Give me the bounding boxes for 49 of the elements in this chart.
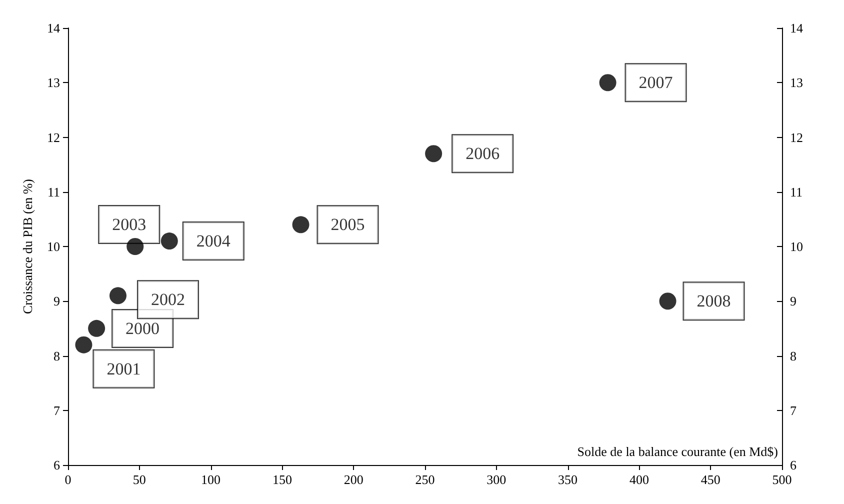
x-tick-label: 150 bbox=[272, 472, 292, 487]
y2-tick-label: 6 bbox=[790, 458, 797, 472]
point bbox=[599, 74, 616, 92]
x-axis-title: Solde de la balance courante (en Md$) bbox=[577, 444, 778, 459]
y2-tick-label: 10 bbox=[790, 239, 803, 254]
y-tick-label: 13 bbox=[47, 75, 60, 90]
y-tick-label: 6 bbox=[54, 458, 60, 472]
y-tick-label: 9 bbox=[54, 294, 60, 309]
x-tick-label: 50 bbox=[132, 472, 146, 487]
x-tick-label: 100 bbox=[201, 472, 221, 487]
annotation: 2002 bbox=[150, 290, 185, 310]
y-tick-label: 11 bbox=[47, 184, 60, 200]
y2-tick-label: 12 bbox=[790, 130, 803, 145]
y2-tick-label: 8 bbox=[790, 348, 796, 364]
annotation: 2007 bbox=[638, 73, 674, 92]
y2-tick-label: 13 bbox=[790, 75, 803, 90]
annotation: 2008 bbox=[696, 292, 731, 311]
point bbox=[109, 287, 126, 304]
annotation: 2001 bbox=[106, 359, 141, 378]
y2-tick-label: 9 bbox=[790, 294, 796, 309]
x-tick-label: 250 bbox=[415, 472, 435, 487]
y-tick-label: 8 bbox=[54, 348, 60, 364]
x-tick-label: 300 bbox=[486, 472, 506, 487]
x-tick-label: 200 bbox=[344, 472, 364, 487]
y-tick-label: 12 bbox=[47, 130, 60, 145]
x-tick-label: 450 bbox=[700, 472, 720, 487]
annotation: 2000 bbox=[126, 318, 160, 338]
y-tick-label: 14 bbox=[47, 20, 60, 36]
y2-tick-label: 11 bbox=[790, 184, 803, 200]
annotation: 2004 bbox=[196, 232, 231, 251]
y2-tick-label: 14 bbox=[790, 20, 804, 36]
point bbox=[425, 145, 442, 162]
point bbox=[126, 238, 144, 255]
x-tick-label: 350 bbox=[558, 472, 578, 487]
point bbox=[88, 320, 106, 337]
y2-tick-label: 7 bbox=[790, 402, 797, 418]
y-tick-label: 10 bbox=[47, 239, 60, 254]
x-tick-label: 500 bbox=[772, 472, 792, 487]
annotation: 2003 bbox=[112, 215, 146, 234]
x-tick-label: 0 bbox=[64, 472, 72, 487]
point bbox=[659, 292, 676, 310]
y-axis-title: Croissance du PIB (en %) bbox=[20, 178, 35, 314]
point bbox=[292, 216, 310, 234]
y-tick-label: 7 bbox=[54, 402, 60, 418]
annotation: 2006 bbox=[466, 144, 500, 164]
point bbox=[75, 336, 92, 354]
point bbox=[160, 232, 178, 250]
x-tick-label: 400 bbox=[629, 472, 649, 487]
annotation: 2005 bbox=[330, 215, 365, 234]
